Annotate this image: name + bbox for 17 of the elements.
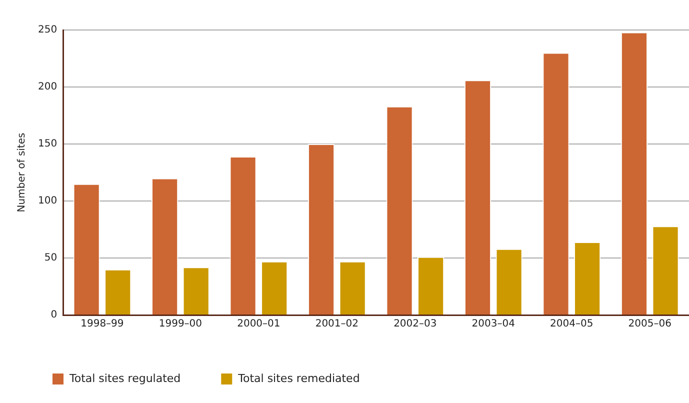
y-tick-label: 200 <box>38 82 58 93</box>
x-tick-label: 2002–03 <box>394 318 437 330</box>
x-tick-label: 2003–04 <box>472 318 515 330</box>
x-tick-label: 1999–00 <box>158 318 202 330</box>
x-tick-label: 2000–01 <box>237 318 280 330</box>
y-tick-label: 250 <box>38 24 58 36</box>
x-tick-label: 2001–02 <box>315 318 359 330</box>
legend-label: Total sites regulated <box>68 372 181 385</box>
y-tick-label: 100 <box>38 196 58 207</box>
legend-label: Total sites remediated <box>237 372 360 385</box>
y-tick-label: 0 <box>50 310 58 321</box>
y-tick-label: 50 <box>44 252 58 264</box>
x-tick-label: 2004–05 <box>550 318 594 330</box>
x-tick-label: 1998–99 <box>80 318 124 330</box>
x-tick-label: 2005–06 <box>628 318 672 330</box>
y-tick-label: 150 <box>38 138 58 150</box>
y-axis-title: Number of sites <box>16 132 28 212</box>
